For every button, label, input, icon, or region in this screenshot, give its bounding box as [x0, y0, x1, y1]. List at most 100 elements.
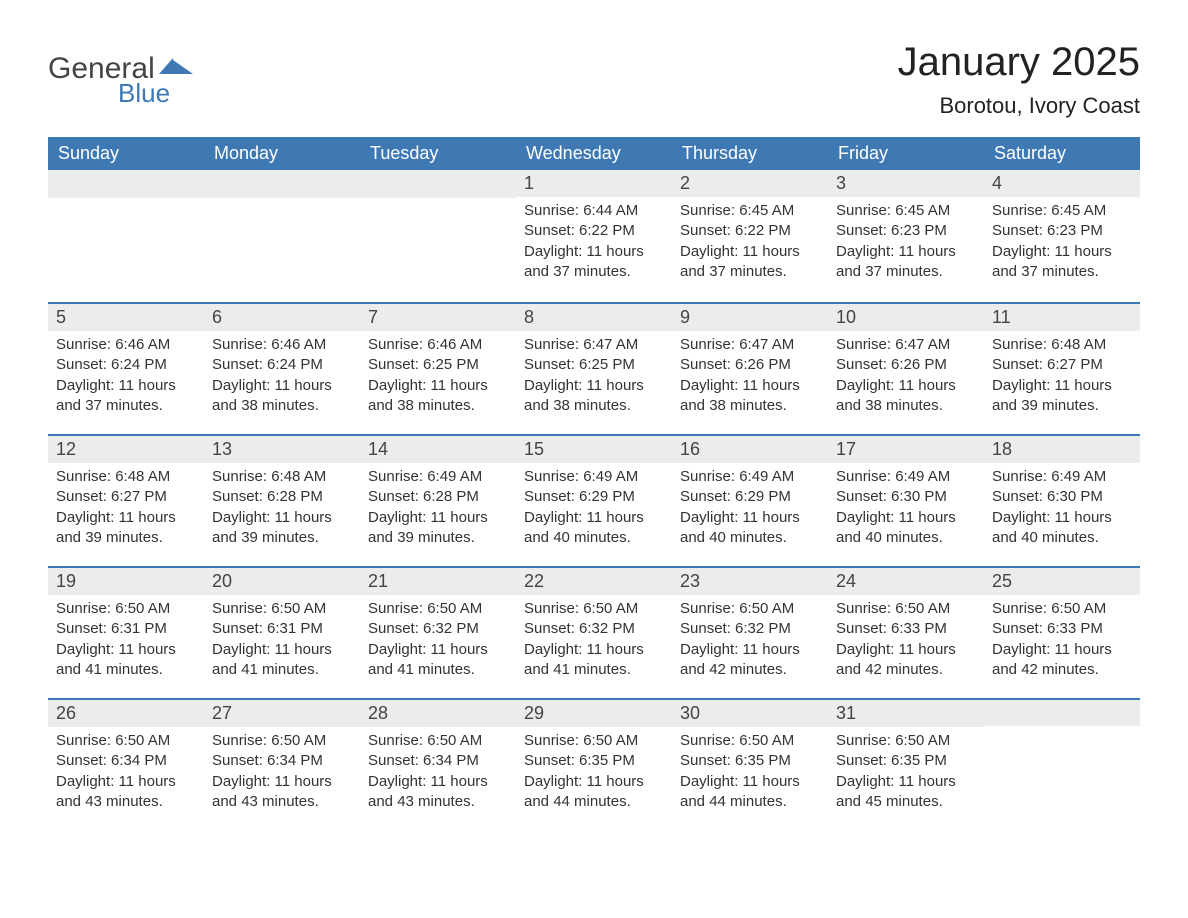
day-details: Sunrise: 6:45 AMSunset: 6:23 PMDaylight:…	[984, 197, 1140, 288]
daylight-text: Daylight: 11 hours	[680, 640, 820, 660]
sunset-text: Sunset: 6:26 PM	[836, 355, 976, 375]
day-number: 14	[360, 434, 516, 463]
sunrise-text: Sunrise: 6:49 AM	[524, 467, 664, 487]
sunset-text: Sunset: 6:30 PM	[836, 487, 976, 507]
day-number: 26	[48, 698, 204, 727]
daylight-text: Daylight: 11 hours	[56, 640, 196, 660]
day-number: 30	[672, 698, 828, 727]
sunset-text: Sunset: 6:27 PM	[56, 487, 196, 507]
day-number: 10	[828, 302, 984, 331]
day-number: 19	[48, 566, 204, 595]
sunset-text: Sunset: 6:28 PM	[212, 487, 352, 507]
sunrise-text: Sunrise: 6:50 AM	[992, 599, 1132, 619]
sunset-text: Sunset: 6:34 PM	[212, 751, 352, 771]
calendar-day-cell: 7Sunrise: 6:46 AMSunset: 6:25 PMDaylight…	[360, 302, 516, 434]
sunset-text: Sunset: 6:24 PM	[56, 355, 196, 375]
day-number: 15	[516, 434, 672, 463]
sunset-text: Sunset: 6:24 PM	[212, 355, 352, 375]
day-number: 20	[204, 566, 360, 595]
title-block: January 2025 Borotou, Ivory Coast	[898, 40, 1140, 119]
daylight-text-2: and 38 minutes.	[680, 396, 820, 416]
day-details: Sunrise: 6:48 AMSunset: 6:27 PMDaylight:…	[48, 463, 204, 554]
sunrise-text: Sunrise: 6:50 AM	[56, 599, 196, 619]
daylight-text: Daylight: 11 hours	[836, 376, 976, 396]
day-number: 6	[204, 302, 360, 331]
daylight-text: Daylight: 11 hours	[56, 772, 196, 792]
daylight-text-2: and 43 minutes.	[56, 792, 196, 812]
calendar-day-cell: 14Sunrise: 6:49 AMSunset: 6:28 PMDayligh…	[360, 434, 516, 566]
sunrise-text: Sunrise: 6:46 AM	[56, 335, 196, 355]
logo-word-blue: Blue	[118, 78, 170, 109]
day-number: 1	[516, 170, 672, 197]
calendar-day-cell: 23Sunrise: 6:50 AMSunset: 6:32 PMDayligh…	[672, 566, 828, 698]
day-details: Sunrise: 6:50 AMSunset: 6:34 PMDaylight:…	[48, 727, 204, 818]
daylight-text: Daylight: 11 hours	[836, 772, 976, 792]
daylight-text-2: and 43 minutes.	[368, 792, 508, 812]
calendar-day-cell: 29Sunrise: 6:50 AMSunset: 6:35 PMDayligh…	[516, 698, 672, 830]
daylight-text-2: and 38 minutes.	[212, 396, 352, 416]
daylight-text-2: and 44 minutes.	[524, 792, 664, 812]
daylight-text-2: and 41 minutes.	[368, 660, 508, 680]
day-number: 9	[672, 302, 828, 331]
day-number: 17	[828, 434, 984, 463]
day-number: 21	[360, 566, 516, 595]
sunrise-text: Sunrise: 6:49 AM	[368, 467, 508, 487]
day-number: 3	[828, 170, 984, 197]
day-details: Sunrise: 6:49 AMSunset: 6:30 PMDaylight:…	[828, 463, 984, 554]
daylight-text: Daylight: 11 hours	[680, 376, 820, 396]
flag-icon	[159, 56, 193, 78]
day-details: Sunrise: 6:46 AMSunset: 6:25 PMDaylight:…	[360, 331, 516, 422]
day-details: Sunrise: 6:49 AMSunset: 6:30 PMDaylight:…	[984, 463, 1140, 554]
calendar-week-row: 5Sunrise: 6:46 AMSunset: 6:24 PMDaylight…	[48, 302, 1140, 434]
daylight-text-2: and 44 minutes.	[680, 792, 820, 812]
sunset-text: Sunset: 6:31 PM	[56, 619, 196, 639]
calendar-day-cell: 1Sunrise: 6:44 AMSunset: 6:22 PMDaylight…	[516, 170, 672, 302]
sunrise-text: Sunrise: 6:50 AM	[524, 599, 664, 619]
sunset-text: Sunset: 6:28 PM	[368, 487, 508, 507]
sunset-text: Sunset: 6:23 PM	[992, 221, 1132, 241]
day-details: Sunrise: 6:47 AMSunset: 6:26 PMDaylight:…	[672, 331, 828, 422]
weekday-header: Saturday	[984, 137, 1140, 170]
sunset-text: Sunset: 6:32 PM	[680, 619, 820, 639]
sunset-text: Sunset: 6:23 PM	[836, 221, 976, 241]
calendar-table: SundayMondayTuesdayWednesdayThursdayFrid…	[48, 137, 1140, 830]
calendar-day-cell: 15Sunrise: 6:49 AMSunset: 6:29 PMDayligh…	[516, 434, 672, 566]
daylight-text-2: and 38 minutes.	[836, 396, 976, 416]
sunset-text: Sunset: 6:32 PM	[524, 619, 664, 639]
calendar-day-cell: 16Sunrise: 6:49 AMSunset: 6:29 PMDayligh…	[672, 434, 828, 566]
day-details: Sunrise: 6:47 AMSunset: 6:25 PMDaylight:…	[516, 331, 672, 422]
daylight-text-2: and 45 minutes.	[836, 792, 976, 812]
daylight-text-2: and 39 minutes.	[212, 528, 352, 548]
day-number	[204, 170, 360, 198]
day-details: Sunrise: 6:48 AMSunset: 6:27 PMDaylight:…	[984, 331, 1140, 422]
sunrise-text: Sunrise: 6:50 AM	[836, 599, 976, 619]
weekday-header: Sunday	[48, 137, 204, 170]
calendar-day-cell: 21Sunrise: 6:50 AMSunset: 6:32 PMDayligh…	[360, 566, 516, 698]
calendar-day-cell	[984, 698, 1140, 830]
daylight-text-2: and 40 minutes.	[524, 528, 664, 548]
daylight-text-2: and 37 minutes.	[56, 396, 196, 416]
sunset-text: Sunset: 6:22 PM	[524, 221, 664, 241]
daylight-text: Daylight: 11 hours	[524, 508, 664, 528]
weekday-header: Monday	[204, 137, 360, 170]
calendar-day-cell: 10 Sunrise: 6:47 AMSunset: 6:26 PMDayligh…	[828, 302, 984, 434]
month-title: January 2025	[898, 40, 1140, 85]
sunrise-text: Sunrise: 6:47 AM	[680, 335, 820, 355]
daylight-text-2: and 38 minutes.	[524, 396, 664, 416]
day-number: 16	[672, 434, 828, 463]
sunrise-text: Sunrise: 6:49 AM	[836, 467, 976, 487]
sunrise-text: Sunrise: 6:49 AM	[992, 467, 1132, 487]
day-details: Sunrise: 6:50 AMSunset: 6:34 PMDaylight:…	[204, 727, 360, 818]
daylight-text-2: and 41 minutes.	[212, 660, 352, 680]
sunrise-text: Sunrise: 6:50 AM	[368, 731, 508, 751]
sunrise-text: Sunrise: 6:45 AM	[680, 201, 820, 221]
sunrise-text: Sunrise: 6:48 AM	[992, 335, 1132, 355]
day-number	[360, 170, 516, 198]
sunrise-text: Sunrise: 6:47 AM	[836, 335, 976, 355]
daylight-text-2: and 37 minutes.	[836, 262, 976, 282]
daylight-text-2: and 37 minutes.	[992, 262, 1132, 282]
sunset-text: Sunset: 6:22 PM	[680, 221, 820, 241]
day-number: 18	[984, 434, 1140, 463]
weekday-header: Friday	[828, 137, 984, 170]
sunset-text: Sunset: 6:35 PM	[524, 751, 664, 771]
